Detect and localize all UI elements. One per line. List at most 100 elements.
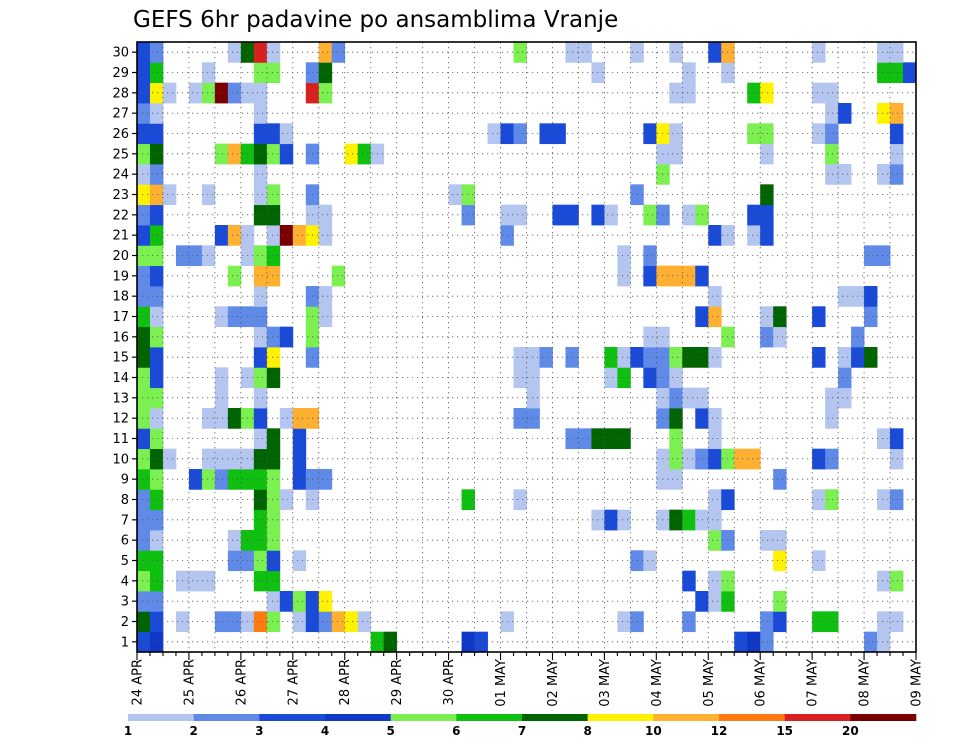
heatmap-cell bbox=[877, 611, 891, 633]
heatmap-cell bbox=[760, 611, 774, 633]
heatmap-cell bbox=[266, 347, 281, 368]
heatmap-cell bbox=[149, 448, 164, 470]
colorbar-swatch bbox=[456, 714, 523, 721]
y-tick-label: 23 bbox=[112, 188, 129, 203]
heatmap-cell bbox=[617, 347, 631, 368]
heatmap-cell bbox=[188, 245, 203, 267]
heatmap-cell bbox=[253, 489, 268, 511]
y-tick-label: 16 bbox=[112, 330, 129, 345]
heatmap-cell bbox=[903, 62, 917, 84]
heatmap-cell bbox=[201, 570, 216, 592]
heatmap-cell bbox=[201, 448, 216, 470]
heatmap-cell bbox=[318, 82, 333, 104]
y-tick-label: 12 bbox=[112, 412, 129, 427]
heatmap-cell bbox=[279, 225, 294, 246]
colorbar-swatch bbox=[390, 714, 457, 721]
heatmap-cell bbox=[149, 286, 164, 307]
heatmap-cell bbox=[149, 469, 164, 490]
heatmap-cell bbox=[137, 62, 151, 84]
heatmap-cell bbox=[890, 448, 904, 470]
heatmap-cell bbox=[747, 631, 761, 653]
heatmap-cell bbox=[773, 469, 787, 490]
heatmap-cell bbox=[214, 387, 229, 409]
y-tick-label: 13 bbox=[112, 391, 129, 406]
heatmap-cell bbox=[552, 123, 566, 145]
heatmap-cell bbox=[253, 143, 268, 165]
heatmap-cell bbox=[149, 265, 164, 287]
heatmap-cell bbox=[890, 611, 904, 633]
heatmap-cell bbox=[318, 591, 333, 612]
heatmap-cell bbox=[890, 428, 904, 450]
heatmap-cell bbox=[578, 428, 592, 450]
heatmap-cell bbox=[253, 204, 268, 226]
heatmap-cell bbox=[461, 489, 475, 511]
heatmap-cell bbox=[149, 387, 164, 409]
heatmap-cell bbox=[266, 550, 281, 572]
heatmap-cell bbox=[137, 265, 151, 287]
heatmap-cell bbox=[227, 265, 242, 287]
heatmap-cell bbox=[149, 591, 164, 612]
heatmap-cell bbox=[149, 225, 164, 246]
y-tick-label: 2 bbox=[121, 615, 129, 630]
heatmap-cell bbox=[877, 62, 891, 84]
heatmap-cell bbox=[149, 62, 164, 84]
heatmap-cell bbox=[708, 225, 722, 246]
heatmap-cell bbox=[773, 326, 787, 348]
y-tick-label: 25 bbox=[112, 147, 129, 162]
heatmap-cell bbox=[149, 143, 164, 165]
y-tick-label: 9 bbox=[121, 473, 129, 488]
heatmap-cell bbox=[760, 306, 774, 328]
heatmap-cell bbox=[279, 326, 294, 348]
heatmap-cell bbox=[201, 469, 216, 490]
heatmap-cell bbox=[149, 184, 164, 206]
heatmap-cell bbox=[513, 123, 527, 145]
heatmap-cell bbox=[825, 82, 839, 104]
y-tick-label: 17 bbox=[112, 310, 129, 325]
heatmap-cell bbox=[227, 143, 242, 165]
heatmap-cell bbox=[292, 225, 307, 246]
heatmap-cell bbox=[214, 306, 229, 328]
heatmap-cell bbox=[188, 469, 203, 490]
heatmap-cell bbox=[137, 164, 151, 185]
heatmap-cell bbox=[617, 509, 631, 531]
heatmap-cell bbox=[266, 123, 281, 145]
heatmap-cell bbox=[890, 570, 904, 592]
heatmap-cell bbox=[708, 509, 722, 531]
heatmap-cell bbox=[292, 408, 307, 429]
heatmap-cell bbox=[669, 347, 683, 368]
heatmap-cell bbox=[331, 42, 346, 63]
heatmap-cell bbox=[253, 326, 268, 348]
heatmap-cell bbox=[734, 448, 748, 470]
heatmap-cell bbox=[253, 265, 268, 287]
heatmap-cell bbox=[825, 123, 839, 145]
heatmap-cell bbox=[734, 631, 748, 653]
heatmap-cell bbox=[682, 347, 696, 368]
y-tick-label: 8 bbox=[121, 493, 129, 508]
heatmap-cell bbox=[539, 347, 553, 368]
colorbar-swatch bbox=[128, 714, 194, 721]
heatmap-cell bbox=[137, 225, 151, 246]
x-tick-label: 05 MAY bbox=[702, 659, 717, 707]
heatmap-cell bbox=[617, 245, 631, 267]
heatmap-cell bbox=[760, 204, 774, 226]
heatmap-cell bbox=[682, 204, 696, 226]
heatmap-cell bbox=[253, 509, 268, 531]
heatmap-cell bbox=[266, 469, 281, 490]
heatmap-cell bbox=[266, 265, 281, 287]
heatmap-cell bbox=[669, 143, 683, 165]
heatmap-cell bbox=[864, 286, 878, 307]
heatmap-cell bbox=[227, 306, 242, 328]
heatmap-cell bbox=[149, 42, 164, 63]
heatmap-cell bbox=[461, 204, 475, 226]
heatmap-cell bbox=[513, 42, 527, 63]
heatmap-cell bbox=[669, 509, 683, 531]
heatmap-cell bbox=[708, 347, 722, 368]
colorbar-label: 2 bbox=[189, 724, 197, 738]
heatmap-cell bbox=[137, 509, 151, 531]
heatmap-cell bbox=[137, 570, 151, 592]
heatmap-cell bbox=[383, 631, 398, 653]
heatmap-cell bbox=[201, 184, 216, 206]
x-tick-label: 07 MAY bbox=[806, 659, 821, 707]
heatmap-cell bbox=[266, 489, 281, 511]
heatmap-cell bbox=[825, 143, 839, 165]
